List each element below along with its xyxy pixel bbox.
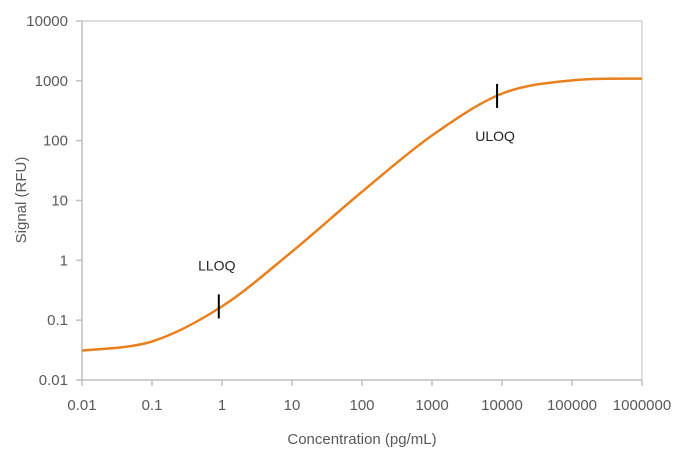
y-tick-label: 10 bbox=[51, 193, 68, 210]
series bbox=[81, 77, 643, 352]
x-tick-label: 10000 bbox=[481, 397, 523, 414]
x-axis-label: Concentration (pg/mL) bbox=[287, 431, 436, 448]
x-tick-label: 0.01 bbox=[67, 397, 96, 414]
series-line bbox=[81, 77, 643, 352]
y-tick-label: 10000 bbox=[26, 13, 68, 30]
lloq-label: LLOQ bbox=[198, 257, 235, 273]
x-tick-label: 1000 bbox=[415, 397, 448, 414]
y-tick-label: 1 bbox=[60, 252, 68, 269]
uloq-label: ULOQ bbox=[475, 128, 515, 144]
y-tick-label: 0.01 bbox=[39, 372, 68, 389]
y-tick-label: 0.1 bbox=[47, 312, 68, 329]
x-tick-label: 1 bbox=[218, 397, 226, 414]
x-tick-label: 100000 bbox=[547, 397, 597, 414]
y-axis-label: Signal (RFU) bbox=[13, 157, 30, 244]
x-tick-label: 10 bbox=[284, 397, 301, 414]
x-tick-label: 1000000 bbox=[613, 397, 671, 414]
annotations: LLOQ ULOQ bbox=[198, 83, 515, 319]
x-tick-label: 100 bbox=[349, 397, 374, 414]
y-tick-label: 1000 bbox=[35, 73, 68, 90]
tick-labels: 0.01 0.1 1 10 100 1000 10000 100000 1000000 0.01 0… bbox=[26, 13, 671, 414]
y-tick-label: 100 bbox=[43, 133, 68, 150]
axes bbox=[76, 20, 643, 386]
x-tick-label: 0.1 bbox=[142, 397, 163, 414]
